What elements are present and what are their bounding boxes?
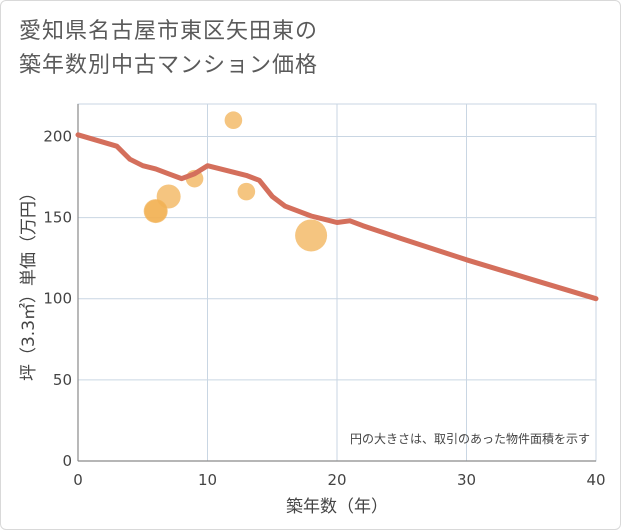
- y-tick-label-0: 0: [62, 452, 72, 470]
- bubble-5: [237, 182, 256, 201]
- chart-title-line-1: 愛知県名古屋市東区矢田東の: [19, 19, 319, 44]
- bubble-6: [295, 219, 328, 252]
- chart-title-line-2: 築年数別中古マンション価格: [19, 53, 319, 78]
- y-tick-label-2: 100: [43, 290, 72, 308]
- x-axis-title: 築年数（年）: [286, 497, 388, 517]
- y-tick-label-1: 50: [53, 371, 72, 389]
- grid: [77, 103, 597, 462]
- tick-labels: 0 10 20 30 40 0 50 100 150 200: [43, 127, 605, 489]
- y-tick-label-3: 150: [43, 209, 72, 227]
- size-note: 円の大きさは、取引のあった物件面積を示す: [350, 431, 590, 446]
- x-tick-label-0: 0: [73, 471, 83, 489]
- bubble-2: [156, 184, 181, 209]
- y-axis-title: 坪（3.3㎡）単価（万円）: [19, 184, 39, 381]
- x-tick-label-1: 10: [198, 471, 217, 489]
- y-tick-label-4: 200: [43, 127, 72, 145]
- x-tick-label-2: 20: [327, 471, 346, 489]
- bubbles: [143, 111, 328, 252]
- trend-line: [75, 132, 599, 302]
- x-tick-label-3: 30: [457, 471, 476, 489]
- bubble-4: [224, 111, 243, 130]
- chart-title: 愛知県名古屋市東区矢田東の 築年数別中古マンション価格: [19, 15, 318, 83]
- x-tick-label-4: 40: [586, 471, 605, 489]
